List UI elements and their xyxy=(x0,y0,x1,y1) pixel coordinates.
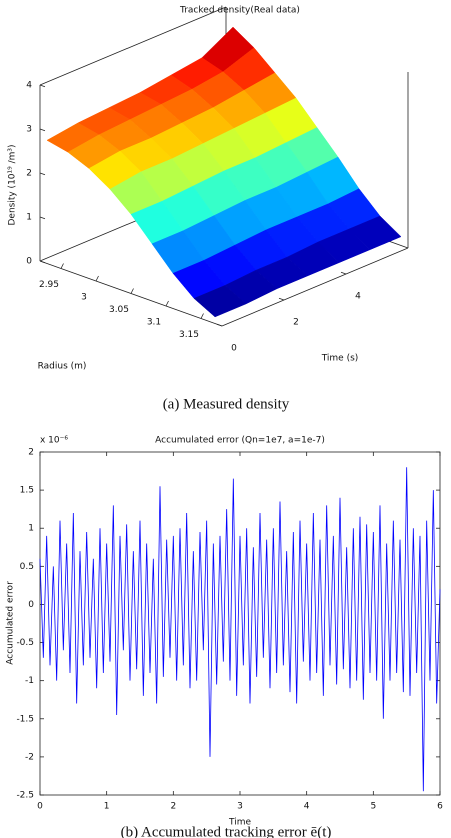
z-tick-label: 4 xyxy=(26,81,32,91)
z-tick xyxy=(39,260,46,264)
y-tick xyxy=(216,323,223,327)
x-tick-label: 2.95 xyxy=(39,280,59,290)
y-axis-label: Time (s) xyxy=(321,354,359,364)
z-tick-label: 2 xyxy=(26,169,32,179)
x-tick xyxy=(95,275,99,282)
y-axis-label: Accumulated error xyxy=(6,581,16,665)
x-tick-label: 3 xyxy=(81,293,87,303)
x-axis-label: Time xyxy=(228,818,251,828)
z-tick-label: 0 xyxy=(26,257,32,267)
plot-frame xyxy=(39,451,441,796)
axis-line xyxy=(39,6,227,86)
z-tick xyxy=(39,172,46,176)
x-tick-label: 3 xyxy=(237,802,243,812)
chart-title: Tracked density(Real data) xyxy=(179,6,300,16)
x-tick-label: 4 xyxy=(304,802,310,812)
y-tick-label: 1.5 xyxy=(20,486,34,496)
x-tick-label: 3.1 xyxy=(147,318,161,328)
x-tick xyxy=(130,288,134,294)
x-tick-label: 2 xyxy=(170,802,176,812)
x-tick-label: 5 xyxy=(370,802,376,812)
surface-patch xyxy=(193,285,247,318)
y-tick-label: -1 xyxy=(25,676,34,686)
z-axis-label: Density (10¹⁹ /m³) xyxy=(8,144,18,225)
z-tick xyxy=(39,128,46,132)
caption: (b) Accumulated tracking error ē(t) xyxy=(121,824,332,838)
axis-line xyxy=(221,247,409,327)
x-axis-label: Radius (m) xyxy=(38,362,87,372)
y-tick-label: 4 xyxy=(355,292,361,302)
y-tick-label: 0.5 xyxy=(20,562,34,572)
x-tick-label: 0 xyxy=(37,802,43,812)
x-tick xyxy=(60,263,64,269)
z-tick-label: 1 xyxy=(26,213,32,223)
x-tick-label: 1 xyxy=(104,802,110,812)
x-tick xyxy=(200,313,204,319)
y-tick-label: 2 xyxy=(293,318,299,328)
y-tick-label: 0 xyxy=(231,344,237,354)
y-tick-label: 2 xyxy=(28,448,34,458)
x-tick xyxy=(165,300,169,307)
y-tick-label: -0.5 xyxy=(16,638,34,648)
chart-title: Accumulated error (Qn=1e7, a=1e-7) xyxy=(155,436,325,446)
x-tick-label: 3.15 xyxy=(179,330,199,340)
y-tick-label: -2.5 xyxy=(16,791,34,801)
z-tick-label: 3 xyxy=(26,125,32,135)
x-tick-label: 6 xyxy=(437,802,443,812)
y-tick-label: -2 xyxy=(25,752,34,762)
y-tick xyxy=(340,271,347,275)
x-tick-label: 3.05 xyxy=(109,305,129,315)
z-tick xyxy=(39,216,46,220)
y-tick-label: 1 xyxy=(28,524,34,534)
line-series xyxy=(39,467,441,792)
y-multiplier: x 10⁻⁶ xyxy=(40,436,68,446)
y-tick xyxy=(278,297,285,301)
y-tick-label: -1.5 xyxy=(16,714,34,724)
y-tick-label: 0 xyxy=(28,600,34,610)
z-tick xyxy=(39,84,46,88)
caption: (a) Measured density xyxy=(163,396,290,412)
